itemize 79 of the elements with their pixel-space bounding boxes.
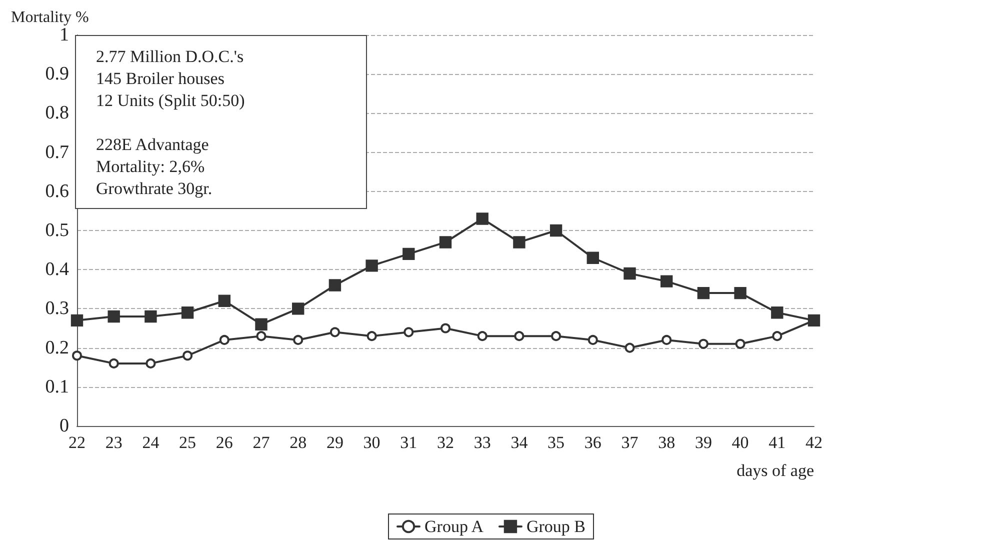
x-tick-label: 27 <box>252 433 270 452</box>
y-tick-label: 0.3 <box>45 298 69 320</box>
point <box>256 331 266 342</box>
x-axis-title: days of age <box>736 461 814 480</box>
x-tick-label: 23 <box>105 433 122 452</box>
x-tick-label: 22 <box>68 433 86 452</box>
x-tick-label: 38 <box>658 433 676 452</box>
x-tick-label: 37 <box>621 433 639 452</box>
point <box>70 314 84 327</box>
x-tick-label: 36 <box>584 433 602 452</box>
point <box>514 331 524 342</box>
point <box>697 286 710 300</box>
point <box>292 302 304 315</box>
x-tick-label: 26 <box>216 433 233 452</box>
point <box>144 310 157 323</box>
y-tick-label: 0.1 <box>45 376 69 398</box>
point <box>181 306 194 319</box>
point <box>439 236 452 248</box>
y-tick-label: 0.4 <box>45 259 70 280</box>
point <box>146 358 156 368</box>
point <box>219 334 230 345</box>
point <box>330 327 340 338</box>
y-tick-label: 1 <box>60 24 69 46</box>
point <box>476 212 488 225</box>
point <box>404 327 414 338</box>
point <box>477 331 488 342</box>
point <box>624 342 635 353</box>
x-tick-label: 41 <box>768 433 786 452</box>
y-tick-label: 0.2 <box>45 337 69 358</box>
point <box>771 306 784 319</box>
point <box>108 310 120 323</box>
y-axis-title: Mortality % <box>11 9 89 26</box>
point <box>698 338 708 349</box>
point <box>108 358 119 368</box>
y-tick-label: 0.6 <box>45 180 69 202</box>
point <box>550 224 562 237</box>
annotation: 228E Advantage Mortality: 2,6% Growthrate 30gr. <box>96 134 214 200</box>
y-tick-label: 0.7 <box>45 142 69 163</box>
point <box>551 331 562 342</box>
point <box>328 279 342 292</box>
point <box>624 267 636 280</box>
point <box>660 275 673 288</box>
point <box>255 318 268 330</box>
y-tick-label: 0.9 <box>45 64 69 85</box>
y-tick-label: 0.8 <box>45 102 69 124</box>
point <box>72 350 82 361</box>
y-tick-label: 0.5 <box>45 220 69 241</box>
point <box>735 338 746 349</box>
point <box>402 248 415 260</box>
x-tick-label: 31 <box>400 433 418 452</box>
point <box>366 260 378 272</box>
x-tick-label: 24 <box>142 433 160 452</box>
legend-label: Group B <box>526 517 586 536</box>
point <box>218 294 230 307</box>
y-tick-label: 0 <box>60 416 69 436</box>
x-tick-label: 33 <box>474 433 491 452</box>
point <box>588 334 598 345</box>
point <box>440 323 450 334</box>
point <box>513 236 526 248</box>
x-tick-label: 30 <box>363 433 380 452</box>
x-tick-label: 32 <box>437 433 454 452</box>
x-tick-label: 28 <box>290 433 307 452</box>
point <box>734 286 746 300</box>
x-tick-label: 40 <box>732 433 749 452</box>
point <box>586 252 599 264</box>
point <box>366 331 377 342</box>
point <box>772 331 782 342</box>
x-tick-label: 42 <box>806 433 822 452</box>
legend-label: Group A <box>424 517 484 536</box>
point <box>662 334 672 345</box>
x-tick-label: 29 <box>326 433 344 452</box>
point <box>182 350 193 361</box>
text-box: 2.77 Million D.O.C.'s 145 Broiler houses 12 Units (Split 50:50) 228E Advantage Mortality: 2,6% Growthrate 30gr. <box>75 35 367 209</box>
x-tick-label: 39 <box>694 433 712 452</box>
point <box>293 334 304 345</box>
annotation: 2.77 Million D.O.C.'s 145 Broiler houses 12 Units (Split 50:50) <box>96 46 246 112</box>
x-tick-label: 35 <box>548 433 565 452</box>
x-tick-label: 34 <box>510 433 528 452</box>
x-tick-label: 25 <box>179 433 196 452</box>
